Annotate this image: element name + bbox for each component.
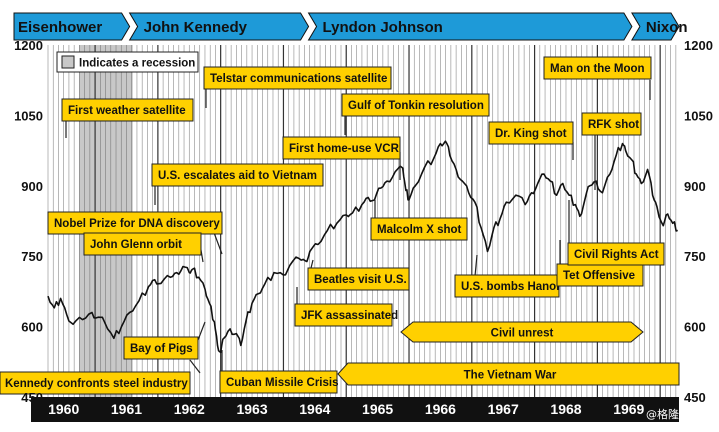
- svg-text:Telstar communications satelli: Telstar communications satellite: [210, 73, 387, 85]
- svg-text:Beatles visit U.S.: Beatles visit U.S.: [314, 274, 407, 286]
- svg-text:Civil unrest: Civil unrest: [491, 328, 554, 340]
- annotation-hanoi: U.S. bombs Hanoi: [454, 274, 560, 298]
- president-label: Lyndon Johnson: [323, 19, 443, 36]
- president-term-band: [631, 12, 680, 41]
- annotation-bay-of-pigs: Bay of Pigs: [123, 336, 199, 360]
- price-line: [47, 140, 678, 354]
- y-tick-label: 750: [684, 249, 706, 264]
- svg-text:Gulf of Tonkin resolution: Gulf of Tonkin resolution: [348, 100, 484, 112]
- svg-text:U.S. escalates aid to Vietnam: U.S. escalates aid to Vietnam: [158, 170, 317, 182]
- svg-text:First weather satellite: First weather satellite: [68, 105, 186, 117]
- annotation-kennedy-steel: Kennedy confronts steel industry: [0, 371, 191, 395]
- svg-text:JFK assassinated: JFK assassinated: [301, 310, 398, 322]
- annotation-john-glenn: John Glenn orbit: [83, 232, 202, 256]
- x-tick-label: 1969: [613, 401, 644, 417]
- president-term-band: [128, 12, 310, 41]
- annotation-first-vcr: First home-use VCR: [282, 136, 401, 160]
- x-tick-label: 1966: [425, 401, 456, 417]
- y-tick-label: 600: [21, 320, 43, 335]
- x-tick-label: 1961: [111, 401, 142, 417]
- svg-text:U.S. bombs Hanoi: U.S. bombs Hanoi: [461, 281, 559, 293]
- x-tick-label: 1968: [550, 401, 581, 417]
- y-tick-label: 1200: [684, 38, 713, 53]
- y-tick-label: 1050: [684, 108, 713, 123]
- x-tick-label: 1962: [174, 401, 205, 417]
- annotation-civil-unrest: Civil unrest: [400, 321, 644, 343]
- svg-text:John Glenn orbit: John Glenn orbit: [90, 239, 182, 251]
- svg-text:Nobel Prize for DNA discovery: Nobel Prize for DNA discovery: [54, 218, 220, 230]
- y-tick-label: 750: [21, 249, 43, 264]
- annotation-rfk: RFK shot: [581, 112, 642, 136]
- president-label: Nixon: [646, 19, 688, 36]
- legend: Indicates a recession: [56, 51, 199, 73]
- y-tick-label: 450: [684, 390, 706, 405]
- legend-swatch: [61, 55, 75, 69]
- president-term-band: [307, 12, 633, 41]
- x-tick-label: 1965: [362, 401, 393, 417]
- annotation-civil-rights: Civil Rights Act: [567, 242, 665, 266]
- svg-text:Kennedy confronts steel indust: Kennedy confronts steel industry: [5, 378, 188, 390]
- y-tick-label: 900: [21, 179, 43, 194]
- president-label: John Kennedy: [144, 19, 248, 36]
- annotation-dr-king: Dr. King shot: [488, 121, 574, 145]
- svg-text:The Vietnam War: The Vietnam War: [464, 370, 557, 382]
- annotation-cuban-missile: Cuban Missile Crisis: [219, 370, 338, 394]
- president-bar: Eisenhower John Kennedy Lyndon Johnson Nixo…: [13, 12, 688, 41]
- x-tick-label: 1960: [48, 401, 79, 417]
- y-tick-label: 1200: [14, 38, 43, 53]
- svg-text:Cuban Missile Crisis: Cuban Missile Crisis: [226, 377, 338, 389]
- svg-text:Malcolm X shot: Malcolm X shot: [377, 224, 462, 236]
- annotation-nobel-prize: Nobel Prize for DNA discovery: [47, 211, 223, 235]
- svg-text:Tet Offensive: Tet Offensive: [563, 270, 635, 282]
- svg-text:Bay of Pigs: Bay of Pigs: [130, 343, 193, 355]
- svg-text:Civil Rights Act: Civil Rights Act: [574, 249, 659, 261]
- annotation-jfk-assassinated: JFK assassinated: [294, 303, 398, 327]
- annotation-moon: Man on the Moon: [543, 56, 652, 80]
- x-tick-label: 1964: [299, 401, 330, 417]
- y-axis-right: 1200 1050 900 750 600 450: [684, 38, 713, 405]
- annotation-first-weather-satellite: First weather satellite: [61, 98, 194, 122]
- svg-text:RFK shot: RFK shot: [588, 119, 639, 131]
- annotation-vietnam-war: The Vietnam War: [337, 362, 680, 386]
- svg-text:Man on the Moon: Man on the Moon: [550, 63, 645, 75]
- annotation-telstar: Telstar communications satellite: [203, 66, 392, 90]
- annotation-tet: Tet Offensive: [556, 263, 644, 287]
- x-axis-years: 1960 1961 1962 1963 1964 1965 1966 1967 1968 1969: [48, 401, 644, 417]
- annotation-gulf-of-tonkin: Gulf of Tonkin resolution: [341, 93, 490, 117]
- y-tick-label: 1050: [14, 108, 43, 123]
- year-bar: [31, 397, 679, 422]
- svg-text:First home-use VCR: First home-use VCR: [289, 143, 400, 155]
- y-tick-label: 900: [684, 179, 706, 194]
- x-tick-label: 1967: [488, 401, 519, 417]
- president-term-band: [13, 12, 131, 41]
- annotation-beatles: Beatles visit U.S.: [307, 267, 410, 291]
- legend-label: Indicates a recession: [79, 58, 195, 70]
- watermark: @格隆汇: [646, 407, 690, 421]
- y-tick-label: 600: [684, 320, 706, 335]
- annotation-us-escalates: U.S. escalates aid to Vietnam: [151, 163, 324, 187]
- president-label: Eisenhower: [18, 19, 102, 36]
- x-tick-label: 1963: [236, 401, 267, 417]
- annotation-malcolm-x: Malcolm X shot: [370, 217, 468, 241]
- svg-text:Dr. King shot: Dr. King shot: [495, 128, 567, 140]
